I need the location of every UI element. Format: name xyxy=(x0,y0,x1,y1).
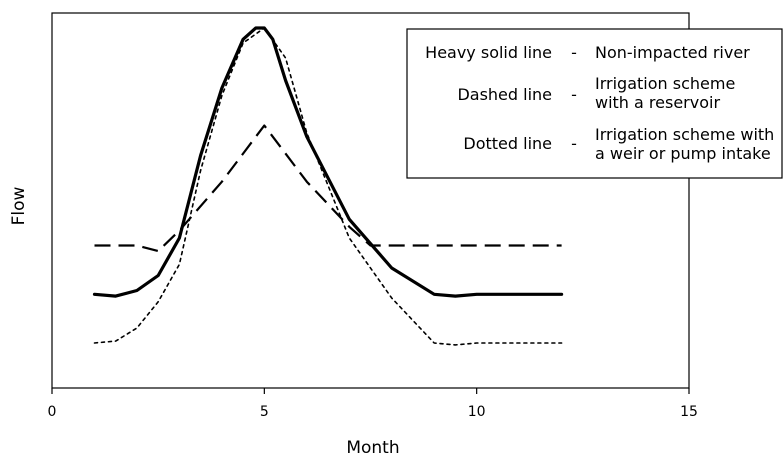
plot-frame xyxy=(51,12,690,389)
legend-box xyxy=(406,28,783,179)
x-tick-label-2: 10 xyxy=(468,404,486,420)
y-axis-label: Flow xyxy=(9,187,29,226)
legend: Heavy solid line - Non-impacted river Da… xyxy=(406,28,783,179)
legend-dash-3: - xyxy=(571,134,577,153)
x-tick-label-1: 5 xyxy=(260,404,269,420)
x-ticks: 0 5 10 15 xyxy=(48,388,698,420)
series-layer xyxy=(92,26,564,346)
legend-key-3: Dotted line xyxy=(463,134,552,153)
legend-value-2-line-1: Irrigation scheme xyxy=(595,74,735,93)
legend-dash-1: - xyxy=(571,43,577,62)
x-tick-label-0: 0 xyxy=(48,404,57,420)
series-line-dashed xyxy=(94,124,562,253)
legend-value-3-line-1: Irrigation scheme with xyxy=(595,125,774,144)
legend-value-1-line-1: Non-impacted river xyxy=(595,43,750,62)
x-tick-label-3: 15 xyxy=(680,404,698,420)
legend-dash-2: - xyxy=(571,85,577,104)
x-axis-label: Month xyxy=(346,438,399,458)
legend-value-3-line-2: a weir or pump intake xyxy=(595,144,771,163)
legend-value-2-line-2: with a reservoir xyxy=(595,93,720,112)
legend-key-1: Heavy solid line xyxy=(425,43,552,62)
legend-key-2: Dashed line xyxy=(457,85,552,104)
